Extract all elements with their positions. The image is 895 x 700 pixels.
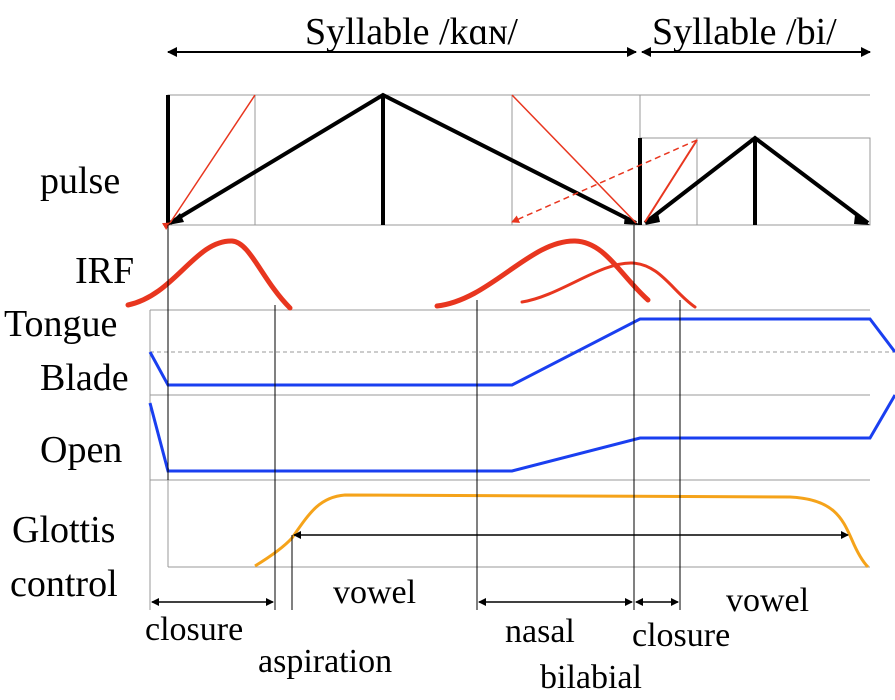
irf-curve-3 (520, 261, 697, 309)
row-labels: pulse IRF Tongue Blade Open Glottis cont… (4, 160, 134, 605)
pulse-label: pulse (40, 160, 120, 202)
irf-curve-1 (125, 238, 293, 311)
timing-lines (167, 225, 681, 610)
phase-labels: closure aspiration vowel nasal bilabial … (145, 574, 809, 696)
aspiration-label: aspiration (258, 643, 392, 680)
closure-1-label: closure (145, 611, 243, 648)
closure-2-label: closure (632, 617, 730, 654)
tongue-blade-trajectory (148, 317, 895, 387)
red-pulse-line-2 (511, 94, 637, 224)
grid (149, 94, 895, 610)
syllable-2-label: Syllable /bi/ (652, 11, 837, 53)
glottis-row (254, 493, 870, 569)
irf-label: IRF (75, 250, 134, 292)
pulse-triangle-1 (161, 92, 637, 231)
pulse-arrowhead-3 (645, 213, 660, 225)
glottis-curve (254, 493, 870, 569)
red-pulse-dashed (511, 139, 698, 223)
articulator-rows (148, 317, 895, 473)
nasal-label: nasal (505, 613, 575, 650)
pulse-frame-1 (167, 94, 641, 226)
control-label: control (10, 563, 118, 605)
irf-curve-2 (434, 238, 651, 309)
vowel-1-label: vowel (333, 574, 416, 611)
pulse-row (161, 92, 870, 231)
pulse-arrowhead-1 (168, 213, 184, 225)
syllable-spans: Syllable /kɑɴ/ Syllable /bi/ (167, 11, 871, 57)
red-pulse-line-1 (169, 94, 256, 224)
blade-label: Blade (40, 357, 129, 399)
pulse-arrowhead-4 (854, 215, 870, 225)
open-trajectory (148, 394, 895, 473)
red-pulse-line-3 (644, 139, 698, 223)
tongue-label: Tongue (4, 303, 117, 345)
bilabial-label: bilabial (540, 659, 642, 696)
irf-row (125, 238, 697, 311)
pulse-arrowhead-2 (624, 215, 640, 225)
vowel-2-label: vowel (726, 582, 809, 619)
syllable-1-label: Syllable /kɑɴ/ (305, 11, 518, 53)
pulse-triangle-2 (643, 135, 870, 225)
glottis-label: Glottis (12, 509, 115, 551)
open-label: Open (40, 429, 122, 471)
